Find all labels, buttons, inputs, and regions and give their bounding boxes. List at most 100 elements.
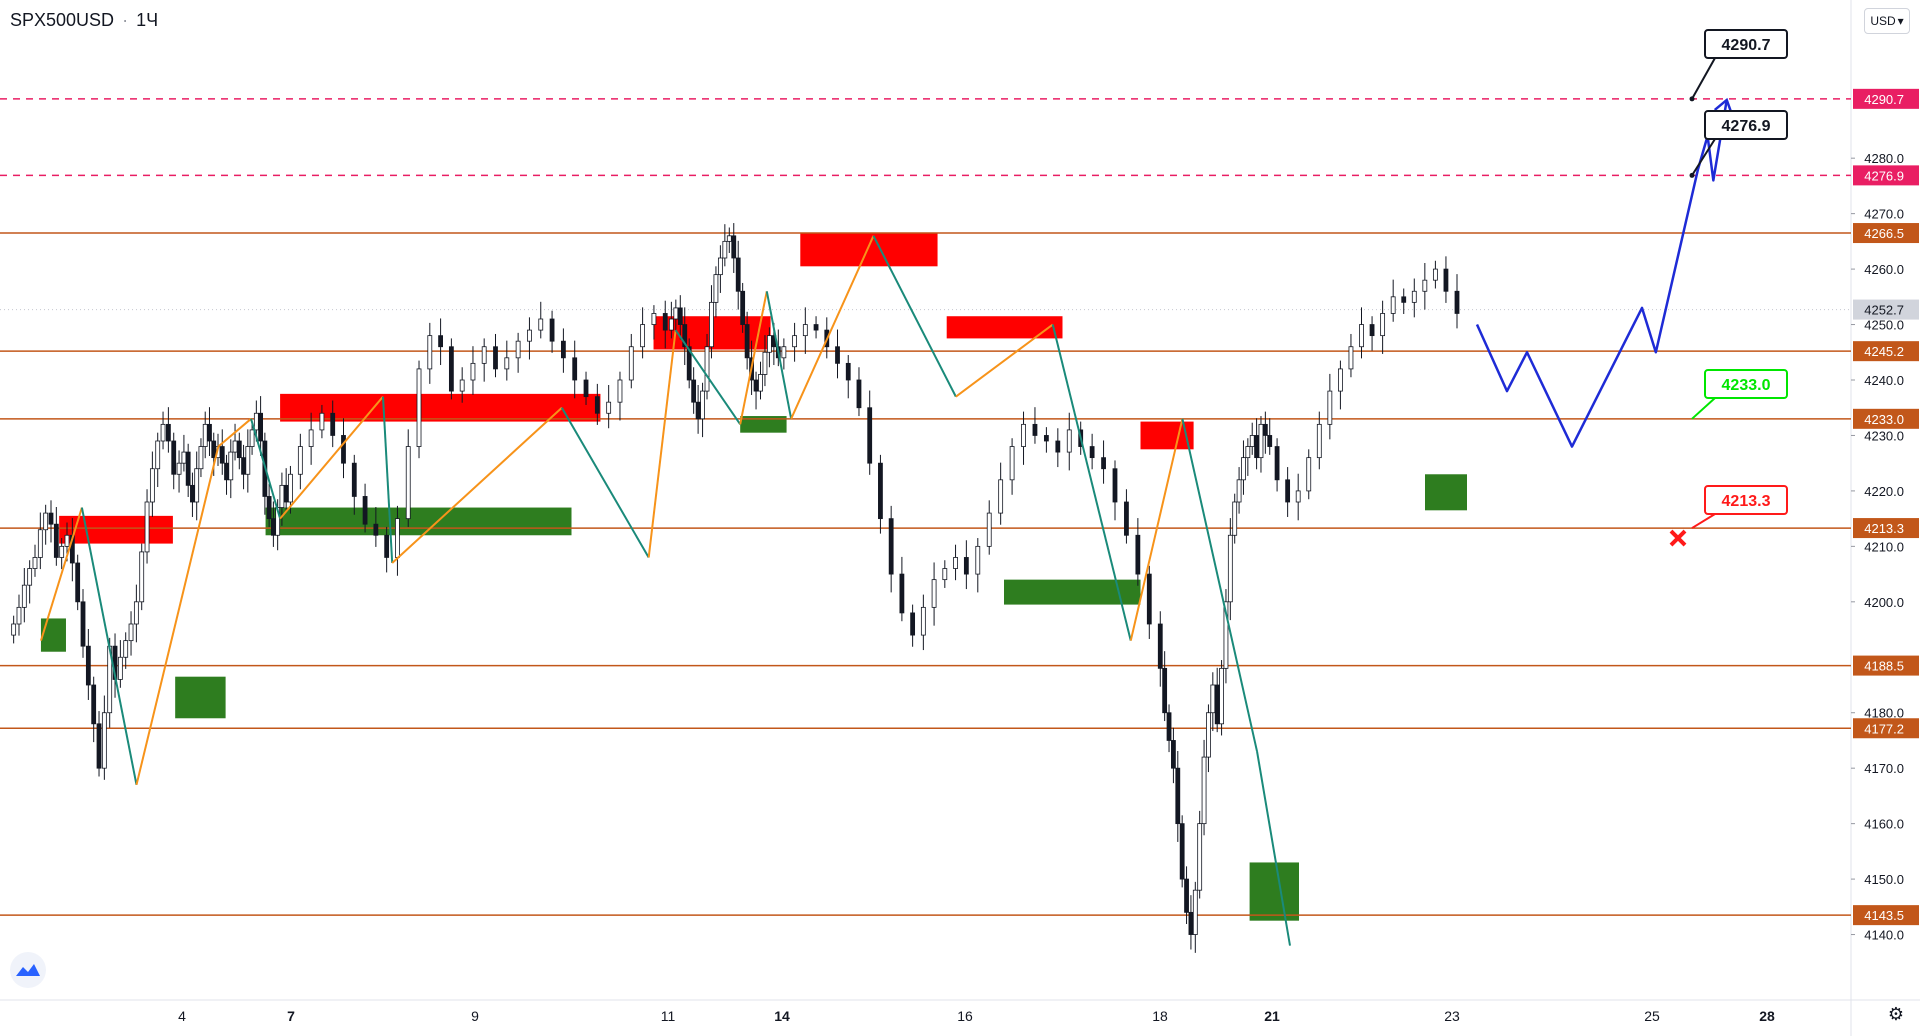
candle-body [245, 446, 251, 475]
candle-body [1157, 623, 1163, 669]
candle-body [504, 357, 510, 370]
level-price-badge [1853, 341, 1919, 362]
candle-body [144, 501, 150, 553]
candle-body [1401, 296, 1407, 303]
candle-body [726, 235, 732, 242]
candle-body [181, 451, 187, 464]
candle-body [986, 512, 992, 547]
candle-body [330, 412, 336, 436]
candle-body [1021, 423, 1026, 447]
candle-body [781, 346, 787, 359]
callout-box [1704, 485, 1788, 515]
level-price-badge-text: 4177.2 [1864, 721, 1904, 736]
candle-body [560, 340, 566, 359]
symbol-label[interactable]: SPX500USD [10, 10, 115, 30]
x-tick-label: 18 [1152, 1008, 1168, 1024]
candle-body [133, 601, 139, 625]
candle-body [21, 584, 27, 608]
candle-body [266, 496, 272, 520]
candle-body [713, 274, 719, 303]
y-tick-label: 4180.0 [1864, 706, 1904, 721]
candle-body [1245, 446, 1251, 459]
candle-body [1306, 457, 1312, 492]
candle-body [1223, 601, 1229, 669]
candle-body [11, 623, 17, 636]
candle-body [416, 368, 422, 447]
candle-body [910, 612, 916, 636]
candle-body [744, 324, 750, 359]
candle-body [1214, 684, 1220, 725]
level-price-badge [1853, 655, 1919, 676]
callout-box [1704, 369, 1788, 399]
candle-body [1192, 889, 1198, 935]
candle-body [171, 440, 177, 475]
candle-body [1175, 767, 1181, 825]
last-price-badge-text: 4252.7 [1864, 303, 1904, 318]
candle-body [123, 640, 129, 658]
candle-body [1135, 534, 1141, 575]
candle-body [1267, 435, 1273, 447]
candle-body [37, 529, 43, 558]
candle-body [190, 484, 195, 503]
down-swing-line [765, 291, 793, 420]
target-price-badge-text: 4276.9 [1864, 168, 1904, 183]
gear-icon[interactable]: ⚙ [1887, 1004, 1904, 1024]
neutral-callout: 4276.9 [1689, 110, 1788, 178]
y-tick-label: 4270.0 [1864, 207, 1904, 222]
level-price-badge-text: 4188.5 [1864, 659, 1904, 674]
candle-body [628, 346, 634, 381]
candle-body [1101, 457, 1106, 470]
tradingview-logo-icon[interactable] [10, 952, 46, 988]
callout-label: 4290.7 [1722, 37, 1771, 54]
candle-body [48, 512, 54, 525]
interval-label[interactable]: 1Ч [136, 10, 159, 30]
candle-body [101, 712, 107, 769]
candle-body [165, 423, 171, 442]
neutral-callout: 4290.7 [1689, 29, 1788, 102]
callout-label: 4276.9 [1722, 118, 1771, 135]
candle-body [792, 335, 797, 348]
currency-selector[interactable]: USD ▾ [1864, 8, 1910, 34]
down-swing-line [674, 329, 742, 425]
candle-body [878, 462, 883, 520]
candle-body [80, 601, 86, 647]
candle-body [1411, 290, 1417, 303]
candle-body [283, 484, 289, 503]
candle-body [1295, 490, 1301, 503]
candle-body [686, 346, 692, 381]
candle-body [867, 407, 873, 464]
candle-body [931, 579, 937, 608]
candle-body [1188, 911, 1194, 935]
up-swing-line [391, 406, 563, 564]
currency-label: USD [1870, 14, 1896, 28]
candle-body [651, 313, 657, 325]
candle-body [1369, 324, 1375, 337]
candle-body [662, 313, 668, 331]
y-tick-label: 4210.0 [1864, 539, 1904, 554]
down-swing-line [382, 396, 394, 564]
candle-body [668, 318, 674, 331]
candle-body [470, 362, 476, 381]
candle-body [1254, 435, 1259, 459]
symbol-header[interactable]: SPX500USD · 1Ч [10, 10, 158, 31]
candle-body [211, 440, 217, 459]
candle-body [308, 429, 314, 447]
candle-body [963, 557, 969, 575]
support-zone [265, 507, 572, 536]
candle-body [258, 412, 264, 442]
candle-body [1055, 440, 1061, 453]
candle-body [373, 523, 379, 536]
level-price-badge [1853, 518, 1919, 539]
candle-body [673, 307, 679, 320]
candle-body [297, 446, 303, 475]
bullish-callout: 4233.0 [1691, 369, 1788, 420]
level-price-badge-text: 4143.5 [1864, 908, 1904, 923]
y-tick-label: 4200.0 [1864, 595, 1904, 610]
candle-body [700, 390, 705, 420]
candle-body [16, 606, 22, 625]
candle-body [1043, 435, 1049, 442]
candle-body [481, 346, 487, 364]
candle-body [43, 512, 49, 531]
candle-body [207, 423, 212, 442]
